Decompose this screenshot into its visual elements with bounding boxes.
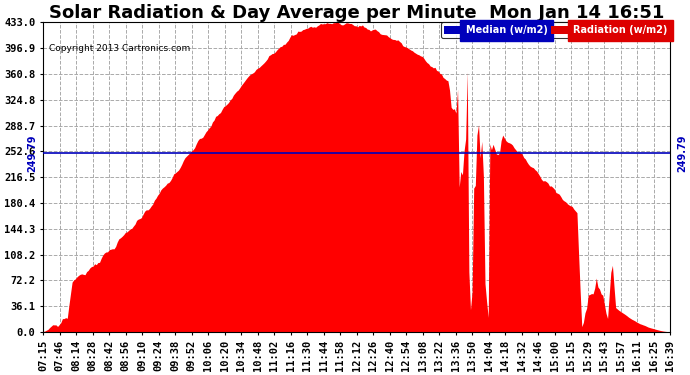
- Text: 249.79: 249.79: [27, 135, 37, 172]
- Title: Solar Radiation & Day Average per Minute  Mon Jan 14 16:51: Solar Radiation & Day Average per Minute…: [49, 4, 664, 22]
- Legend: Median (w/m2), Radiation (w/m2): Median (w/m2), Radiation (w/m2): [441, 22, 671, 38]
- Text: Copyright 2013 Cartronics.com: Copyright 2013 Cartronics.com: [49, 44, 190, 53]
- Text: 249.79: 249.79: [677, 135, 687, 172]
